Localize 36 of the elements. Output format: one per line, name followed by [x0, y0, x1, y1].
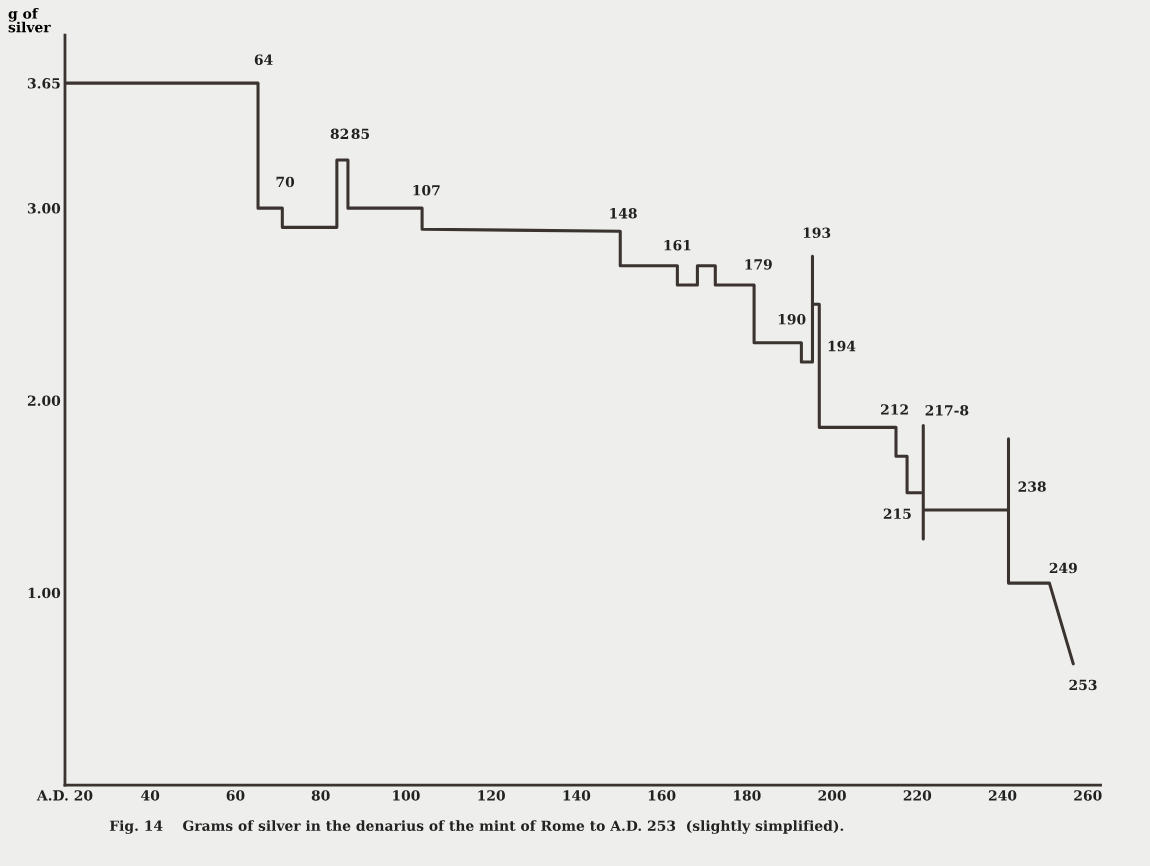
y-axis-title: g of silver [8, 7, 51, 33]
x-tick-label: 80 [311, 790, 330, 801]
annotation: 179 [745, 259, 772, 270]
annotation: 193 [803, 227, 831, 239]
annotation: 238 [1018, 481, 1046, 492]
x-tick-label: 240 [988, 790, 1017, 801]
annotation: 85 [351, 128, 370, 140]
y-tick-label: 1.00 [28, 587, 61, 599]
x-tick-label: A.D. 20 [36, 790, 93, 801]
x-tick-label: 120 [478, 790, 505, 801]
annotation: 161 [664, 239, 691, 251]
annotation: 194 [828, 340, 856, 352]
x-tick-label: 140 [563, 790, 591, 801]
x-tick-label: 260 [1074, 790, 1102, 801]
annotation: 249 [1049, 562, 1077, 574]
x-tick-label: 100 [393, 790, 420, 801]
y-tick-label: 3.65 [27, 78, 60, 89]
caption: Fig. 14 Grams of silver in the denarius of the mint of Rome to A.D. 253 (slightly simplified). [109, 820, 844, 834]
annotation: 212 [881, 404, 908, 415]
annotation: 217-8 [925, 405, 969, 416]
x-tick-label: 180 [734, 790, 761, 801]
annotation: 70 [276, 176, 295, 188]
x-tick-label: 160 [648, 790, 676, 801]
y-tick-label: 2.00 [27, 395, 61, 406]
annotation: 82 [330, 128, 349, 140]
annotation: 215 [883, 508, 911, 519]
x-tick-label: 220 [903, 790, 932, 801]
annotation: 107 [413, 185, 440, 196]
annotation: 148 [610, 208, 637, 219]
x-tick-label: 60 [226, 790, 245, 801]
y-tick-label: 3.00 [27, 203, 61, 214]
annotation: 64 [254, 54, 273, 65]
x-tick-label: 40 [141, 790, 160, 801]
annotation: 190 [778, 314, 806, 325]
annotation: 253 [1069, 679, 1097, 691]
x-tick-label: 200 [818, 790, 846, 801]
